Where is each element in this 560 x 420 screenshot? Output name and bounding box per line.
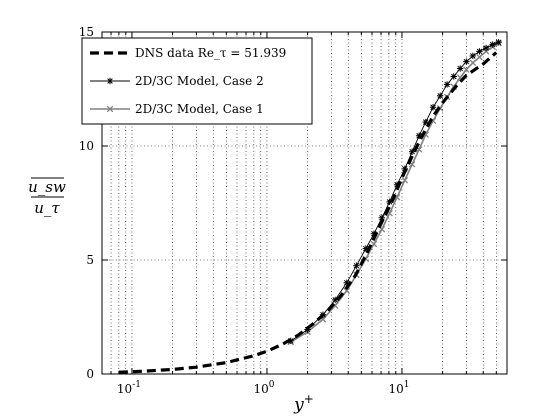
x-marker-stroke <box>463 66 470 73</box>
data-point <box>450 73 457 80</box>
x-marker-stroke <box>319 316 327 323</box>
y-axis-label-numerator: u_sw <box>28 178 66 196</box>
star-marker-stroke <box>107 78 113 84</box>
x-marker-stroke <box>456 74 464 81</box>
data-point <box>463 58 470 65</box>
star-marker-stroke <box>416 132 422 139</box>
x-marker-stroke <box>393 194 401 201</box>
data-point <box>469 52 477 60</box>
data-point <box>456 65 464 72</box>
y-tick-label: 15 <box>79 25 94 39</box>
star-marker-stroke <box>470 53 476 59</box>
data-point <box>489 41 496 48</box>
star-marker-stroke <box>483 45 489 51</box>
star-marker-stroke <box>379 215 385 221</box>
x-marker-stroke <box>378 225 386 233</box>
legend: DNS data Re_τ = 51.939 2D/3C Model, Case … <box>81 37 313 125</box>
star-marker-stroke <box>489 41 496 48</box>
x-marker-stroke <box>343 287 351 295</box>
plot-frame <box>101 31 508 375</box>
y-tick-label: 10 <box>79 139 94 153</box>
data-point <box>495 39 502 46</box>
legend-entry: 2D/3C Model, Case 2 <box>90 74 264 88</box>
legend-entry: DNS data Re_τ = 51.939 <box>90 46 286 60</box>
x-marker-stroke <box>469 59 477 67</box>
star-marker-stroke <box>444 81 450 88</box>
x-marker-stroke <box>476 53 483 61</box>
x-marker-stroke <box>331 302 339 309</box>
star-marker-stroke <box>353 262 360 269</box>
y-axis-label-denominator: u_τ <box>34 199 60 217</box>
star-marker-stroke <box>430 104 436 110</box>
y-tick-label: 5 <box>86 253 94 267</box>
data-point <box>463 66 470 73</box>
series-1 <box>118 51 498 374</box>
x-tick-label: 101 <box>388 380 409 396</box>
x-marker-stroke <box>106 105 114 113</box>
x-axis-label: y+ <box>293 392 314 415</box>
data-point <box>482 44 490 52</box>
star-marker-stroke <box>363 245 369 252</box>
legend-label: 2D/3C Model, Case 2 <box>135 74 264 88</box>
x-marker-stroke <box>415 146 423 153</box>
data-point <box>401 176 409 184</box>
data-point <box>469 59 477 67</box>
legend-label: 2D/3C Model, Case 1 <box>135 102 264 116</box>
star-marker-stroke <box>463 58 470 65</box>
data-point <box>353 262 360 269</box>
x-tick-label: 100 <box>253 380 274 396</box>
series-line <box>118 51 498 374</box>
ticks: 0 5 10 15 10-1 100 101 <box>79 25 508 396</box>
data-point <box>443 81 451 88</box>
data-point <box>476 53 483 61</box>
x-marker-stroke <box>408 160 416 168</box>
data-point <box>436 92 444 100</box>
star-marker-stroke <box>422 119 429 125</box>
data-point <box>378 214 386 222</box>
x-marker-stroke <box>422 131 429 138</box>
data-point <box>476 48 483 55</box>
star-marker-stroke <box>437 93 443 99</box>
y-axis-label: u_sw u_τ <box>28 178 66 217</box>
legend-label: DNS data Re_τ = 51.939 <box>135 46 286 60</box>
star-marker-stroke <box>343 280 350 286</box>
x-marker-stroke <box>401 176 409 184</box>
star-marker-stroke <box>457 65 463 72</box>
star-marker-stroke <box>495 39 502 46</box>
x-tick-label: 10-1 <box>117 380 141 396</box>
series-layer <box>118 39 502 374</box>
star-marker-stroke <box>476 48 483 55</box>
legend-entry: 2D/3C Model, Case 1 <box>90 102 264 116</box>
star-marker-stroke <box>451 73 457 80</box>
x-marker-stroke <box>386 210 393 217</box>
data-point <box>343 287 351 295</box>
data-point <box>429 104 437 111</box>
y-tick-label: 0 <box>86 367 94 381</box>
